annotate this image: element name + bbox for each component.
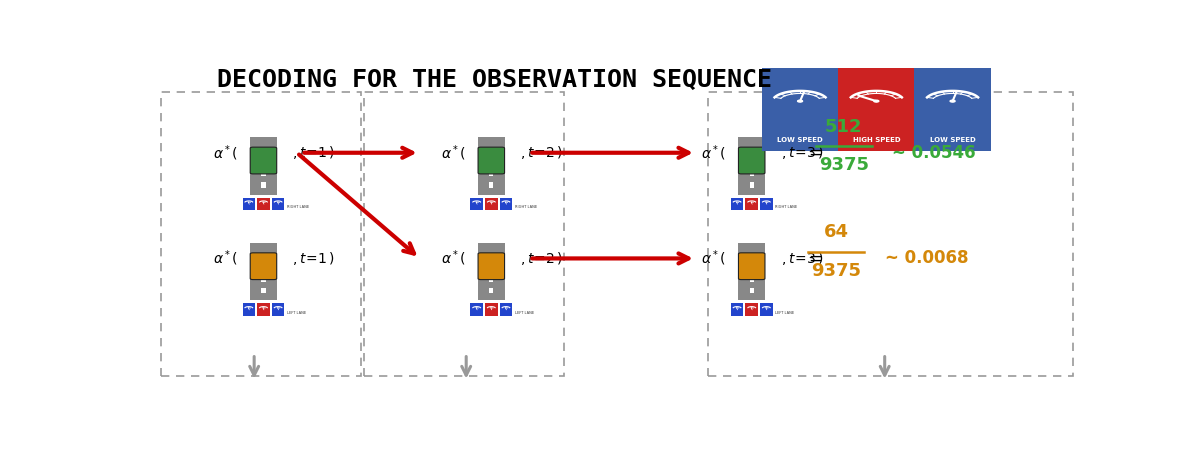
Text: ~ 0.0068: ~ 0.0068 xyxy=(884,249,968,267)
Text: 9375: 9375 xyxy=(818,156,869,174)
FancyBboxPatch shape xyxy=(490,171,493,176)
FancyBboxPatch shape xyxy=(490,276,493,282)
FancyBboxPatch shape xyxy=(262,288,265,293)
FancyBboxPatch shape xyxy=(750,276,754,282)
Circle shape xyxy=(798,100,803,102)
Text: 64: 64 xyxy=(824,224,848,242)
FancyBboxPatch shape xyxy=(251,137,277,194)
Text: 512: 512 xyxy=(826,118,863,136)
FancyBboxPatch shape xyxy=(478,243,504,300)
Text: $,t\!=\!3\,)$: $,t\!=\!3\,)$ xyxy=(780,144,823,161)
FancyBboxPatch shape xyxy=(262,265,265,270)
FancyBboxPatch shape xyxy=(499,198,512,210)
FancyBboxPatch shape xyxy=(251,147,277,174)
FancyBboxPatch shape xyxy=(738,147,764,174)
FancyBboxPatch shape xyxy=(490,265,493,270)
FancyBboxPatch shape xyxy=(738,137,764,194)
Text: LEFT LANE: LEFT LANE xyxy=(515,310,534,315)
Text: =: = xyxy=(809,249,822,267)
FancyBboxPatch shape xyxy=(750,159,754,165)
FancyBboxPatch shape xyxy=(485,303,498,316)
FancyBboxPatch shape xyxy=(731,198,743,210)
FancyBboxPatch shape xyxy=(750,253,754,259)
FancyBboxPatch shape xyxy=(478,147,504,174)
Text: 9375: 9375 xyxy=(811,261,862,279)
FancyBboxPatch shape xyxy=(750,171,754,176)
Text: $,t\!=\!2\,)$: $,t\!=\!2\,)$ xyxy=(520,144,563,161)
FancyBboxPatch shape xyxy=(485,198,498,210)
FancyBboxPatch shape xyxy=(257,198,270,210)
Text: $\alpha^*($: $\alpha^*($ xyxy=(214,143,239,162)
FancyBboxPatch shape xyxy=(251,243,277,300)
FancyBboxPatch shape xyxy=(499,303,512,316)
FancyBboxPatch shape xyxy=(262,276,265,282)
Text: RIGHT LANE: RIGHT LANE xyxy=(515,205,538,209)
Text: RIGHT LANE: RIGHT LANE xyxy=(775,205,798,209)
FancyBboxPatch shape xyxy=(750,265,754,270)
FancyBboxPatch shape xyxy=(262,253,265,259)
Text: LEFT LANE: LEFT LANE xyxy=(775,310,794,315)
FancyBboxPatch shape xyxy=(490,159,493,165)
FancyBboxPatch shape xyxy=(762,68,839,151)
FancyBboxPatch shape xyxy=(262,182,265,188)
Circle shape xyxy=(874,100,878,102)
FancyBboxPatch shape xyxy=(745,303,758,316)
FancyBboxPatch shape xyxy=(731,303,743,316)
FancyBboxPatch shape xyxy=(490,253,493,259)
Text: $\alpha^*($: $\alpha^*($ xyxy=(214,249,239,268)
Circle shape xyxy=(950,100,955,102)
FancyBboxPatch shape xyxy=(470,198,482,210)
Text: $\alpha^*($: $\alpha^*($ xyxy=(702,143,727,162)
Text: $\alpha^*($: $\alpha^*($ xyxy=(442,249,466,268)
FancyBboxPatch shape xyxy=(272,198,284,210)
Text: $,t\!=\!2\,)$: $,t\!=\!2\,)$ xyxy=(520,250,563,267)
Text: $\alpha^*($: $\alpha^*($ xyxy=(442,143,466,162)
Text: =: = xyxy=(809,144,822,162)
FancyBboxPatch shape xyxy=(262,159,265,165)
FancyBboxPatch shape xyxy=(262,148,265,153)
FancyBboxPatch shape xyxy=(242,198,256,210)
Text: $,t\!=\!3\,)$: $,t\!=\!3\,)$ xyxy=(780,250,823,267)
FancyBboxPatch shape xyxy=(478,253,504,279)
Text: HIGH SPEED: HIGH SPEED xyxy=(852,137,900,143)
FancyBboxPatch shape xyxy=(760,198,773,210)
FancyBboxPatch shape xyxy=(750,148,754,153)
FancyBboxPatch shape xyxy=(738,253,764,279)
Text: LEFT LANE: LEFT LANE xyxy=(287,310,306,315)
Text: $\alpha^*($: $\alpha^*($ xyxy=(702,249,727,268)
Text: LOW SPEED: LOW SPEED xyxy=(930,137,976,143)
Text: RIGHT LANE: RIGHT LANE xyxy=(287,205,310,209)
FancyBboxPatch shape xyxy=(490,148,493,153)
Text: $,t\!=\!1\,)$: $,t\!=\!1\,)$ xyxy=(293,250,335,267)
FancyBboxPatch shape xyxy=(839,68,914,151)
FancyBboxPatch shape xyxy=(745,198,758,210)
FancyBboxPatch shape xyxy=(242,303,256,316)
FancyBboxPatch shape xyxy=(738,243,764,300)
FancyBboxPatch shape xyxy=(760,303,773,316)
FancyBboxPatch shape xyxy=(478,137,504,194)
Text: ~ 0.0546: ~ 0.0546 xyxy=(892,144,976,162)
FancyBboxPatch shape xyxy=(750,288,754,293)
FancyBboxPatch shape xyxy=(251,253,277,279)
FancyBboxPatch shape xyxy=(470,303,482,316)
FancyBboxPatch shape xyxy=(490,288,493,293)
Text: LOW SPEED: LOW SPEED xyxy=(778,137,823,143)
Text: $,t\!=\!1\,)$: $,t\!=\!1\,)$ xyxy=(293,144,335,161)
Text: DECODING FOR THE OBSERVATION SEQUENCE: DECODING FOR THE OBSERVATION SEQUENCE xyxy=(217,68,772,92)
FancyBboxPatch shape xyxy=(490,182,493,188)
FancyBboxPatch shape xyxy=(750,182,754,188)
FancyBboxPatch shape xyxy=(272,303,284,316)
FancyBboxPatch shape xyxy=(257,303,270,316)
FancyBboxPatch shape xyxy=(914,68,991,151)
FancyBboxPatch shape xyxy=(262,171,265,176)
